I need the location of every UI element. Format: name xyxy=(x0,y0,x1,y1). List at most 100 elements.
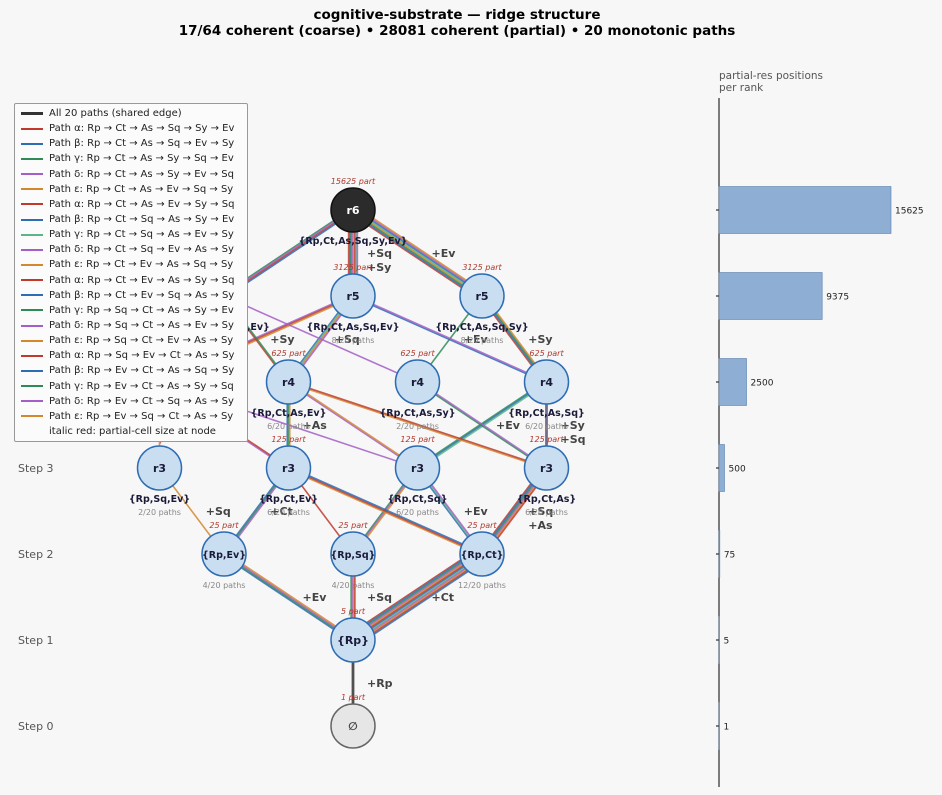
path-edge-line xyxy=(416,381,547,470)
legend-swatch xyxy=(21,279,43,282)
legend-label: Path γ: Rp → Ct → Sq → As → Ev → Sy xyxy=(49,229,234,241)
legend-swatch xyxy=(21,415,43,418)
legend-entry: Path α: Rp → Sq → Ev → Ct → As → Sy xyxy=(15,348,247,363)
legend-label: Path γ: Rp → Sq → Ct → As → Sy → Ev xyxy=(49,304,234,316)
legend-label: All 20 paths (shared edge) xyxy=(49,108,182,120)
path-edge-line xyxy=(288,380,547,469)
edge-label: +Sy xyxy=(270,333,294,346)
node-circle xyxy=(201,531,247,577)
rank-bar xyxy=(718,530,721,578)
node-label: {Rp,Sq} xyxy=(331,550,376,561)
node-label: r3 xyxy=(540,462,553,475)
legend-entry: Path α: Rp → Ct → Ev → As → Sy → Sq xyxy=(15,273,247,288)
legend-entry: Path β: Rp → Ev → Ct → As → Sq → Sy xyxy=(15,363,247,378)
path-edge-line xyxy=(350,550,481,639)
node-path-count: 12/20 paths xyxy=(458,581,506,590)
path-edge-line xyxy=(350,549,481,638)
node-circle xyxy=(394,359,441,405)
legend-label: Path δ: Rp → Ct → Sq → Ev → As → Sy xyxy=(49,244,234,256)
legend-entry: Path γ: Rp → Ct → As → Sy → Sq → Ev xyxy=(15,151,247,166)
node-n5c: r5 3125 part {Rp,Ct,As,Sq,Sy} 8/20 paths xyxy=(435,263,528,345)
legend-entry: Path β: Rp → Ct → As → Sq → Ev → Sy xyxy=(15,136,247,151)
node-path-count: 6/20 paths xyxy=(396,508,439,517)
path-edge-line xyxy=(355,558,486,646)
legend-swatch xyxy=(21,294,43,297)
node-partial-size: 625 part xyxy=(271,349,306,358)
legend-entry: Path γ: Rp → Sq → Ct → As → Sy → Ev xyxy=(15,303,247,318)
path-edge-line xyxy=(417,380,548,469)
legend-entry: Path δ: Rp → Sq → Ct → As → Ev → Sy xyxy=(15,318,247,333)
node-n4d: r4 625 part {Rp,Ct,As,Sq} 6/20 paths xyxy=(508,349,585,431)
node-circle xyxy=(394,445,441,491)
edge-label: +As xyxy=(303,419,328,432)
legend-swatch xyxy=(21,112,43,116)
step-label: Step 3 xyxy=(18,462,54,475)
node-label: r3 xyxy=(282,462,295,475)
edge-label: +Rp xyxy=(367,677,393,690)
node-n3d: r3 125 part {Rp,Ct,As} 6/20 paths xyxy=(517,435,576,517)
legend-label: Path ε: Rp → Ev → Sq → Ct → As → Sy xyxy=(49,410,234,422)
legend-swatch xyxy=(21,188,43,191)
node-circle xyxy=(265,359,312,405)
path-edge-line xyxy=(288,380,419,469)
step-label: Step 2 xyxy=(18,548,54,561)
path-legend: All 20 paths (shared edge) Path α: Rp → C… xyxy=(14,103,248,443)
node-set-label: {Rp,Ct,Sq} xyxy=(387,494,447,505)
edge-labels: +Rp+Ev +Sq +Ct+Sq +Ct +Ev +Sq+As+As +Ev +Sy+Sq+… xyxy=(206,247,586,690)
edge-label: +Ev xyxy=(464,505,489,518)
legend-label: Path β: Rp → Ev → Ct → As → Sq → Sy xyxy=(49,365,235,377)
figure-title-line2: 17/64 coherent (coarse) • 28081 coherent… xyxy=(179,23,736,39)
legend-swatch xyxy=(21,157,43,160)
node-path-count: 8/20 paths xyxy=(461,336,504,345)
node-n2c: {Rp,Ct} 25 part 12/20 paths xyxy=(458,521,506,590)
legend-label: Path α: Rp → Ct → As → Ev → Sy → Sq xyxy=(49,198,235,210)
legend-entry: italic red: partial-cell size at node xyxy=(15,424,247,439)
path-edge-line xyxy=(287,468,482,556)
path-edge-line xyxy=(354,556,485,645)
edge-label: +Sy xyxy=(528,333,552,346)
legend-swatch xyxy=(21,385,43,388)
legend-entry: Path δ: Rp → Ct → Sq → Ev → As → Sy xyxy=(15,242,247,257)
legend-swatch xyxy=(21,400,43,403)
edge-label: +Ev xyxy=(432,247,457,260)
legend-label: Path γ: Rp → Ev → Ct → As → Sy → Sq xyxy=(49,380,234,392)
edge-label: +Sy xyxy=(561,419,585,432)
node-label: ∅ xyxy=(348,720,357,733)
legend-label: Path β: Rp → Ct → Ev → Sq → As → Sy xyxy=(49,289,235,301)
path-edge-line xyxy=(351,210,482,299)
node-label: {Rp,Ev} xyxy=(202,550,246,561)
legend-entry: Path δ: Rp → Ct → As → Sy → Ev → Sq xyxy=(15,167,247,182)
legend-entry: Path β: Rp → Ct → Ev → Sq → As → Sy xyxy=(15,288,247,303)
legend-swatch xyxy=(21,369,43,372)
legend-entry: Path β: Rp → Ct → Sq → As → Sy → Ev xyxy=(15,212,247,227)
legend-swatch xyxy=(21,431,43,433)
legend-label: Path δ: Rp → Ct → As → Sy → Ev → Sq xyxy=(49,168,234,180)
node-n2a: {Rp,Ev} 25 part 4/20 paths xyxy=(201,521,247,590)
node-n1: {Rp} 5 part xyxy=(330,607,376,663)
node-label: r3 xyxy=(153,462,166,475)
legend-label: Path ε: Rp → Ct → Ev → As → Sq → Sy xyxy=(49,259,234,271)
path-edge-line xyxy=(348,547,479,635)
bar-value-label: 2500 xyxy=(751,379,774,389)
node-path-count: 6/20 paths xyxy=(525,422,568,431)
node-path-count: 6/20 paths xyxy=(267,422,310,431)
rank-bar xyxy=(718,444,725,492)
rank-bar xyxy=(718,616,720,664)
legend-swatch xyxy=(21,218,43,221)
legend-entry: All 20 paths (shared edge) xyxy=(15,106,247,121)
edge-label: +Sq xyxy=(206,505,231,518)
node-n2b: {Rp,Sq} 25 part 4/20 paths xyxy=(330,521,376,590)
node-n4b: r4 625 part {Rp,Ct,As,Ev} 6/20 paths xyxy=(251,349,327,431)
node-circle xyxy=(523,359,570,405)
node-path-count: 6/20 paths xyxy=(267,508,310,517)
node-set-label: {Rp,Ct,As,Sq,Ev} xyxy=(307,322,400,333)
legend-label: Path β: Rp → Ct → As → Sq → Ev → Sy xyxy=(49,138,235,150)
legend-entry: Path γ: Rp → Ev → Ct → As → Sy → Sq xyxy=(15,379,247,394)
path-edge-line xyxy=(353,554,484,643)
legend-swatch xyxy=(21,173,43,176)
legend-swatch xyxy=(21,309,43,312)
node-set-label: {Rp,Ct,Ev} xyxy=(259,494,318,505)
edge-label: +Ev xyxy=(496,419,521,432)
node-circle xyxy=(330,703,376,749)
path-edge-line xyxy=(352,294,548,383)
